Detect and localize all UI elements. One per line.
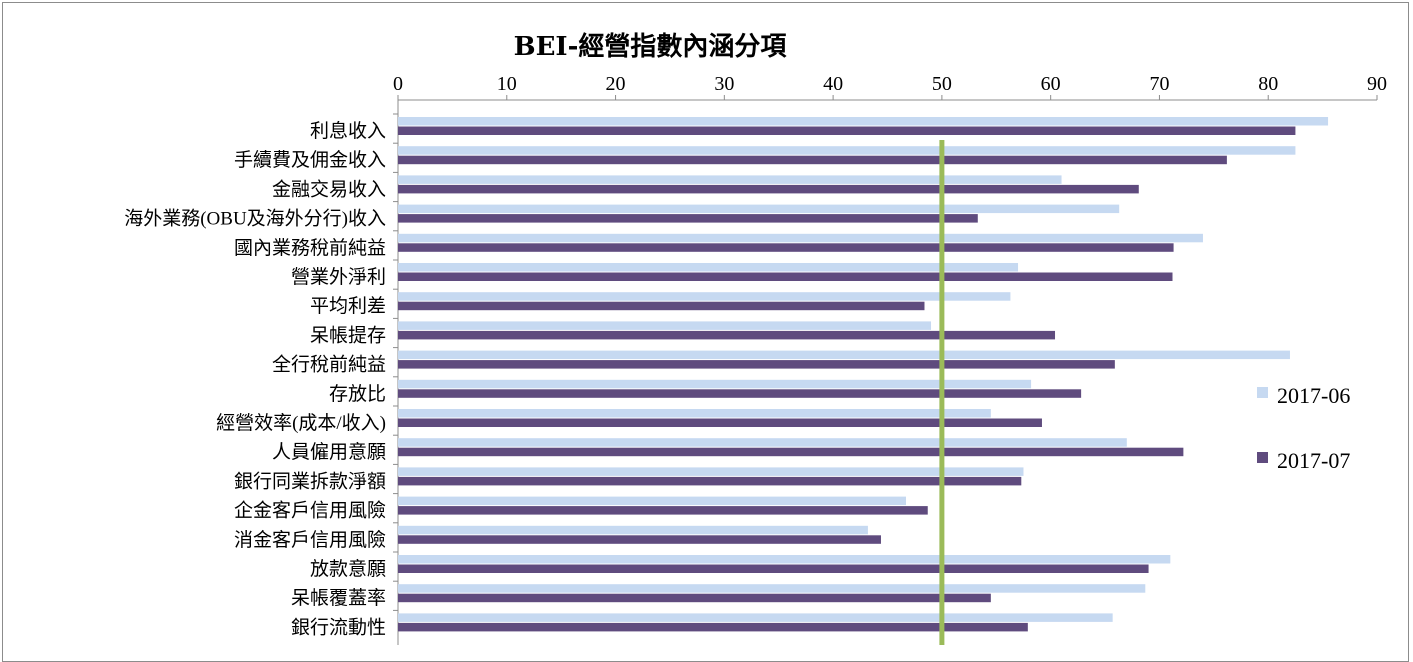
category-label: 銀行流動性 [291, 616, 386, 638]
bar-2017-06 [398, 263, 1019, 272]
category-label: 經營效率(成本/收入) [216, 412, 386, 434]
bar-2017-06 [398, 613, 1113, 622]
bar-2017-06 [398, 409, 991, 418]
bar-2017-07 [398, 535, 881, 544]
bar-2017-06 [398, 350, 1290, 360]
x-tick-label: 40 [823, 73, 843, 95]
legend-swatch [1257, 452, 1268, 463]
category-label: 金融交易收入 [272, 178, 386, 200]
x-tick-label: 30 [714, 73, 734, 95]
category-label: 國內業務稅前純益 [234, 237, 386, 259]
x-tick-label: 10 [497, 73, 517, 95]
bar-chart: 0 10 20 30 40 50 60 70 80 90 利息收入手續費及佣金收入金融交易收入海外業… [124, 73, 1387, 645]
bar-2017-06 [398, 321, 932, 330]
category-label: 銀行同業拆款淨額 [234, 470, 386, 492]
bar-2017-06 [398, 555, 1171, 564]
bar-2017-07 [398, 506, 928, 515]
x-tick-label: 80 [1258, 73, 1278, 95]
bar-2017-07 [398, 389, 1082, 398]
x-tick-label: 50 [932, 73, 952, 95]
bar-2017-07 [398, 184, 1139, 194]
bar-2017-06 [398, 467, 1024, 476]
bar-2017-06 [398, 204, 1120, 214]
category-label: 放款意願 [310, 558, 386, 580]
bar-2017-07 [398, 243, 1174, 252]
category-label: 消金客戶信用風險 [234, 529, 386, 551]
category-label: 海外業務(OBU及海外分行)收入 [124, 208, 386, 230]
x-tick-label: 20 [606, 73, 626, 95]
legend-swatch [1257, 387, 1268, 398]
category-label: 營業外淨利 [291, 266, 386, 288]
bar-2017-06 [398, 117, 1329, 126]
bar-2017-07 [398, 272, 1173, 281]
category-label: 人員僱用意願 [272, 441, 386, 463]
bar-2017-06 [398, 233, 1203, 243]
bar-2017-07 [398, 476, 1022, 486]
bar-2017-07 [398, 447, 1184, 457]
category-label: 全行稅前純益 [272, 354, 386, 376]
category-label: 存放比 [329, 383, 386, 405]
bar-2017-06 [398, 175, 1062, 184]
bar-2017-07 [398, 593, 991, 603]
bar-2017-07 [398, 301, 925, 311]
bar-2017-07 [398, 214, 978, 223]
bar-2017-07 [398, 126, 1296, 135]
bar-2017-07 [398, 418, 1042, 427]
bar-2017-07 [398, 622, 1028, 632]
bar-2017-07 [398, 360, 1115, 369]
x-tick-label: 0 [393, 73, 403, 95]
x-tick-label: 90 [1367, 73, 1387, 95]
chart-title: BEI-經營指數內涵分項 [513, 32, 787, 62]
bar-2017-07 [398, 155, 1227, 165]
x-tick-label: 70 [1149, 73, 1169, 95]
legend-label: 2017-06 [1277, 383, 1350, 408]
bar-2017-06 [398, 379, 1032, 389]
category-label: 呆帳覆蓋率 [291, 587, 386, 609]
category-label: 平均利差 [310, 295, 386, 317]
category-label: 呆帳提存 [310, 324, 386, 346]
bar-2017-06 [398, 584, 1146, 593]
bar-2017-07 [398, 330, 1056, 340]
category-label: 企金客戶信用風險 [234, 500, 386, 522]
bar-2017-07 [398, 564, 1149, 573]
bar-2017-06 [398, 496, 906, 506]
bar-2017-06 [398, 292, 1011, 301]
bar-2017-06 [398, 438, 1127, 447]
x-tick-label: 60 [1041, 73, 1061, 95]
bar-2017-06 [398, 146, 1296, 155]
legend-label: 2017-07 [1277, 448, 1350, 473]
bar-2017-06 [398, 525, 868, 535]
category-label: 利息收入 [310, 120, 386, 142]
category-label: 手續費及佣金收入 [234, 149, 386, 171]
